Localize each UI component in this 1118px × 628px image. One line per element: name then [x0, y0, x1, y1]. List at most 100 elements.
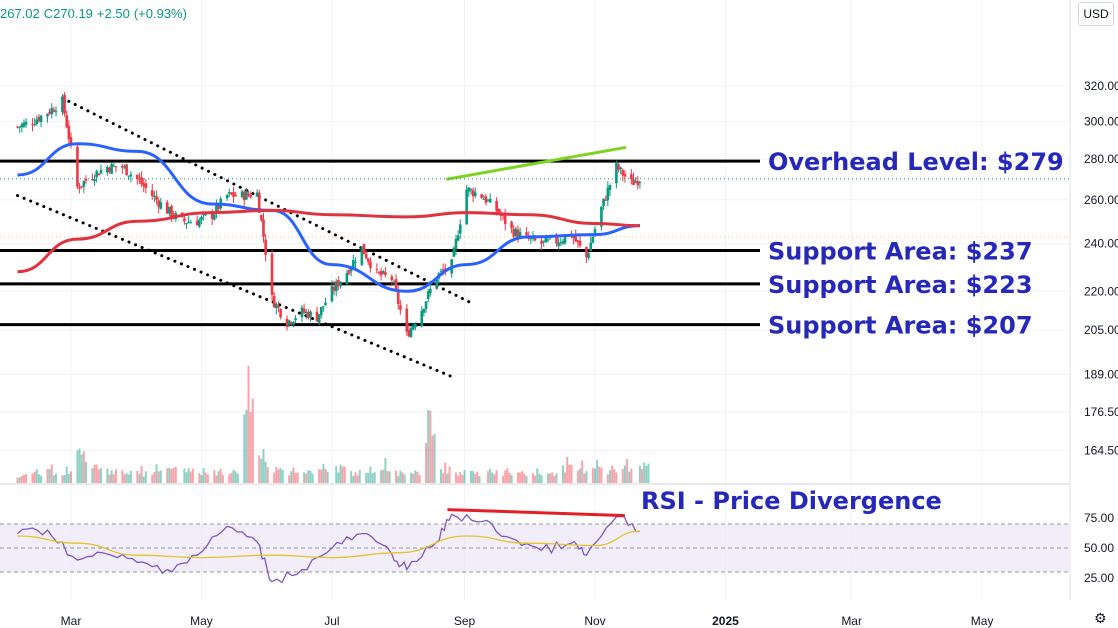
volume-bar	[142, 476, 145, 483]
volume-bar	[324, 468, 327, 483]
volume-bar	[63, 474, 66, 483]
candle-body	[84, 179, 88, 181]
volume-bar	[112, 474, 115, 483]
volume-bar	[335, 466, 338, 483]
candle-body	[332, 286, 336, 291]
volume-bar	[35, 469, 38, 483]
x-tick-label: Mar	[61, 614, 82, 628]
candle-body	[67, 125, 71, 140]
candle-body	[324, 302, 327, 306]
candle-body	[638, 182, 642, 184]
volume-bar	[613, 469, 616, 483]
candle-body	[452, 247, 456, 257]
candle-body	[546, 239, 550, 241]
candle-body	[260, 215, 263, 221]
volume-bar	[311, 473, 314, 483]
candle-body	[210, 212, 214, 219]
candle-body	[606, 187, 610, 201]
candle-body	[204, 214, 208, 216]
volume-bar	[412, 473, 415, 483]
candle-body	[63, 94, 66, 114]
candle-body	[632, 179, 635, 186]
candle-body	[127, 175, 131, 177]
volume-bar	[493, 474, 496, 483]
volume-bar	[266, 467, 269, 483]
candle-body	[285, 318, 289, 327]
candle-body	[396, 289, 400, 305]
volume-bar	[31, 473, 34, 483]
candle-body	[435, 279, 439, 289]
y-tick-label: 164.50	[1084, 444, 1118, 458]
volume-bar	[491, 472, 494, 483]
x-tick-label: 2025	[712, 614, 739, 628]
volume-bar	[217, 471, 220, 483]
currency-button[interactable]: USD	[1078, 2, 1114, 26]
candle-body	[304, 311, 308, 314]
trendlines	[16, 96, 627, 379]
candle-body	[634, 181, 637, 183]
candle-body	[185, 223, 188, 225]
candle-body	[563, 236, 567, 244]
candle-body	[578, 240, 582, 246]
volume-bar	[189, 471, 192, 483]
candle-body	[80, 186, 83, 188]
volume-bar	[37, 474, 40, 483]
candle-body	[330, 286, 334, 302]
x-tick-label: Nov	[584, 614, 605, 628]
volume-bar	[626, 458, 629, 483]
candle-body	[585, 247, 588, 258]
candle-body	[636, 180, 640, 186]
volume-bar	[174, 466, 177, 483]
candle-body	[542, 240, 545, 242]
volume-bar	[48, 469, 51, 483]
candle-body	[619, 167, 622, 170]
volume-bar	[155, 464, 158, 483]
volume-bar	[20, 475, 23, 483]
candle-body	[322, 306, 325, 308]
volume-bar	[84, 461, 87, 483]
candle-body	[287, 320, 291, 325]
volume-bar	[172, 467, 175, 483]
volume-bar	[76, 450, 79, 483]
candle-body	[240, 191, 244, 197]
volume-bar	[521, 471, 524, 483]
volume-bar	[202, 468, 205, 483]
candle-body	[319, 306, 323, 316]
volume-bar	[251, 398, 254, 483]
x-tick-label: May	[190, 614, 213, 628]
candle-body	[488, 198, 492, 203]
volume-bar	[61, 475, 64, 483]
candle-body	[37, 116, 41, 122]
volume-bar	[140, 465, 143, 483]
candle-body	[227, 192, 231, 194]
volume-bar	[399, 470, 402, 483]
candle-body	[623, 173, 627, 177]
volume-bar	[454, 472, 457, 483]
volume-bar	[232, 470, 235, 483]
volume-bar	[410, 472, 413, 483]
candle-body	[168, 206, 171, 214]
candle-body	[106, 167, 109, 173]
candle-body	[429, 288, 432, 294]
candle-body	[497, 209, 501, 214]
candle-body	[52, 109, 56, 112]
volume-bar	[615, 472, 618, 483]
candle-body	[533, 237, 537, 241]
candle-body	[262, 219, 265, 237]
candle-body	[390, 276, 394, 281]
candle-body	[144, 183, 148, 188]
volume-bar	[320, 469, 323, 483]
volume-bar	[337, 472, 340, 483]
candle-body	[142, 183, 146, 187]
candle-body	[292, 321, 295, 325]
candle-body	[589, 242, 593, 251]
volume-bar	[40, 475, 43, 483]
y-tick-label: 320.00	[1084, 79, 1118, 93]
candle-body	[24, 121, 28, 125]
candle-body	[200, 216, 203, 220]
volume-bar	[647, 463, 650, 483]
y-tick-label: 300.00	[1084, 114, 1118, 128]
gear-icon[interactable]: ⚙	[1094, 610, 1107, 626]
candle-body	[159, 202, 163, 209]
candle-body	[375, 269, 379, 271]
